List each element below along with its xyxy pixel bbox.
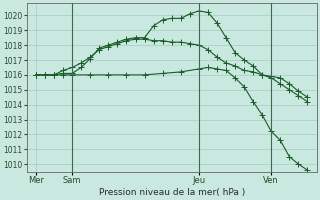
X-axis label: Pression niveau de la mer( hPa ): Pression niveau de la mer( hPa ) bbox=[99, 188, 245, 197]
